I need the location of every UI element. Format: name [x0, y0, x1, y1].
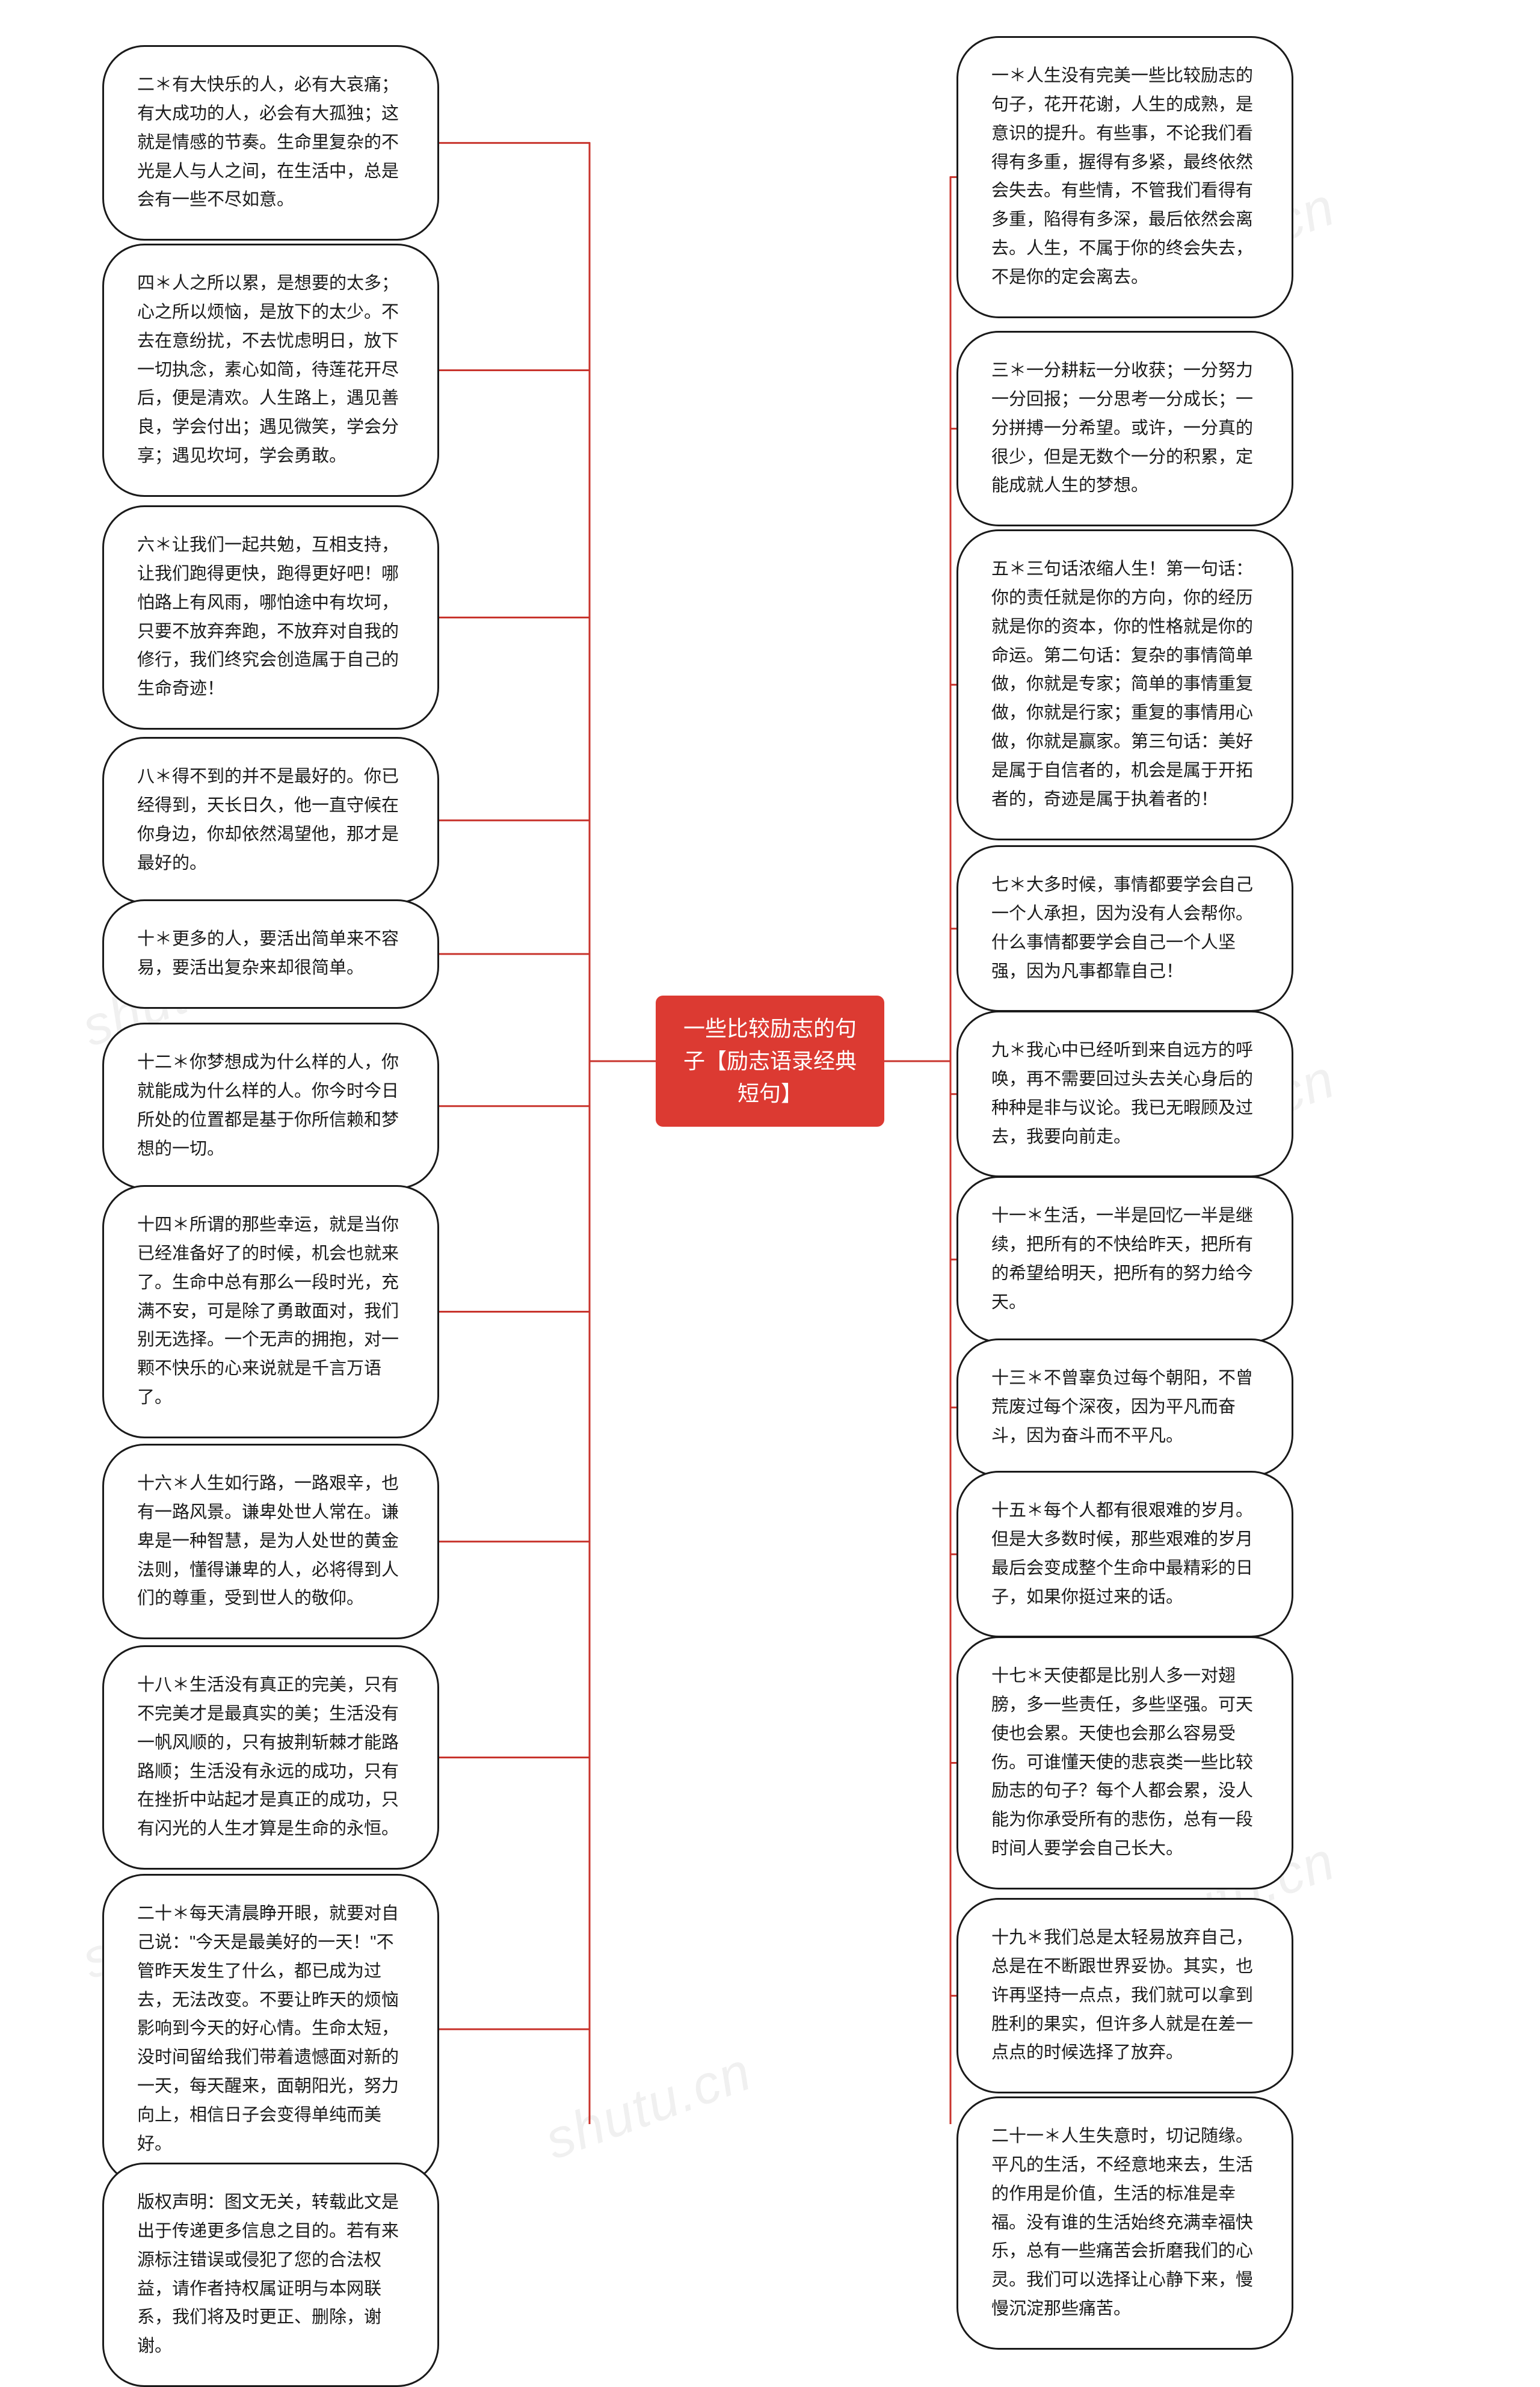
right-node-5: 十一＊生活，一半是回忆一半是继续，把所有的不快给昨天，把所有的希望给明天，把所有… [956, 1176, 1293, 1343]
left-node-1: 四＊人之所以累，是想要的太多；心之所以烦恼，是放下的太少。不去在意纷扰，不去忧虑… [102, 244, 439, 497]
left-node-text-7: 十六＊人生如行路，一路艰辛，也有一路风景。谦卑处世人常在。谦卑是一种智慧，是为人… [137, 1474, 399, 1608]
left-node-0: 二＊有大快乐的人，必有大哀痛；有大成功的人，必会有大孤独；这就是情感的节奏。生命… [102, 45, 439, 241]
right-node-9: 十九＊我们总是太轻易放弃自己，总是在不断跟世界妥协。其实，也许再坚持一点点，我们… [956, 1898, 1293, 2093]
left-node-10: 版权声明：图文无关，转载此文是出于传递更多信息之目的。若有来源标注错误或侵犯了您… [102, 2163, 439, 2387]
right-node-6: 十三＊不曾辜负过每个朝阳，不曾荒废过每个深夜，因为平凡而奋斗，因为奋斗而不平凡。 [956, 1338, 1293, 1477]
right-node-text-0: 一＊人生没有完美一些比较励志的句子，花开花谢，人生的成熟，是意识的提升。有些事，… [991, 66, 1253, 287]
left-node-text-9: 二十＊每天清晨睁开眼，就要对自己说："今天是最美好的一天！"不管昨天发生了什么，… [137, 1904, 399, 2154]
right-node-1: 三＊一分耕耘一分收获；一分努力一分回报；一分思考一分成长；一分拼搏一分希望。或许… [956, 331, 1293, 526]
right-node-text-10: 二十一＊人生失意时，切记随缘。平凡的生活，不经意地来去，生活的作用是价值，生活的… [991, 2127, 1253, 2318]
left-node-text-2: 六＊让我们一起共勉，互相支持，让我们跑得更快，跑得更好吧！哪怕路上有风雨，哪怕途… [137, 535, 399, 698]
right-node-8: 十七＊天使都是比别人多一对翅膀，多一些责任，多些坚强。可天使也会累。天使也会那么… [956, 1636, 1293, 1890]
right-node-text-9: 十九＊我们总是太轻易放弃自己，总是在不断跟世界妥协。其实，也许再坚持一点点，我们… [991, 1928, 1253, 2062]
center-node: 一些比较励志的句子【励志语录经典短句】 [656, 996, 884, 1127]
right-node-text-8: 十七＊天使都是比别人多一对翅膀，多一些责任，多些坚强。可天使也会累。天使也会那么… [991, 1666, 1253, 1858]
left-node-text-10: 版权声明：图文无关，转载此文是出于传递更多信息之目的。若有来源标注错误或侵犯了您… [137, 2193, 399, 2356]
left-node-6: 十四＊所谓的那些幸运，就是当你已经准备好了的时候，机会也就来了。生命中总有那么一… [102, 1185, 439, 1438]
right-node-7: 十五＊每个人都有很艰难的岁月。但是大多数时候，那些艰难的岁月最后会变成整个生命中… [956, 1471, 1293, 1637]
right-node-text-4: 九＊我心中已经听到来自远方的呼唤，再不需要回过头去关心身后的种种是非与议论。我已… [991, 1041, 1253, 1147]
right-node-2: 五＊三句话浓缩人生！第一句话：你的责任就是你的方向，你的经历就是你的资本，你的性… [956, 529, 1293, 840]
right-node-10: 二十一＊人生失意时，切记随缘。平凡的生活，不经意地来去，生活的作用是价值，生活的… [956, 2096, 1293, 2350]
right-node-text-3: 七＊大多时候，事情都要学会自己一个人承担，因为没有人会帮你。什么事情都要学会自己… [991, 875, 1253, 981]
left-node-3: 八＊得不到的并不是最好的。你已经得到，天长日久，他一直守候在你身边，你却依然渴望… [102, 737, 439, 904]
right-node-text-2: 五＊三句话浓缩人生！第一句话：你的责任就是你的方向，你的经历就是你的资本，你的性… [991, 559, 1253, 809]
left-node-5: 十二＊你梦想成为什么样的人，你就能成为什么样的人。你今时今日所处的位置都是基于你… [102, 1023, 439, 1189]
left-node-2: 六＊让我们一起共勉，互相支持，让我们跑得更快，跑得更好吧！哪怕路上有风雨，哪怕途… [102, 505, 439, 730]
left-node-9: 二十＊每天清晨睁开眼，就要对自己说："今天是最美好的一天！"不管昨天发生了什么，… [102, 1874, 439, 2185]
left-node-text-4: 十＊更多的人，要活出简单来不容易，要活出复杂来却很简单。 [137, 929, 399, 978]
left-node-text-8: 十八＊生活没有真正的完美，只有不完美才是最真实的美；生活没有一帆风顺的，只有披荆… [137, 1675, 399, 1838]
left-node-text-3: 八＊得不到的并不是最好的。你已经得到，天长日久，他一直守候在你身边，你却依然渴望… [137, 767, 399, 873]
right-node-text-6: 十三＊不曾辜负过每个朝阳，不曾荒废过每个深夜，因为平凡而奋斗，因为奋斗而不平凡。 [991, 1369, 1253, 1446]
left-node-text-1: 四＊人之所以累，是想要的太多；心之所以烦恼，是放下的太少。不去在意纷扰，不去忧虑… [137, 274, 399, 466]
right-node-text-5: 十一＊生活，一半是回忆一半是继续，把所有的不快给昨天，把所有的希望给明天，把所有… [991, 1206, 1253, 1312]
right-node-4: 九＊我心中已经听到来自远方的呼唤，再不需要回过头去关心身后的种种是非与议论。我已… [956, 1011, 1293, 1177]
right-node-3: 七＊大多时候，事情都要学会自己一个人承担，因为没有人会帮你。什么事情都要学会自己… [956, 845, 1293, 1012]
left-node-text-0: 二＊有大快乐的人，必有大哀痛；有大成功的人，必会有大孤独；这就是情感的节奏。生命… [137, 75, 399, 209]
center-title: 一些比较励志的句子【励志语录经典短句】 [683, 1016, 857, 1106]
left-node-text-6: 十四＊所谓的那些幸运，就是当你已经准备好了的时候，机会也就来了。生命中总有那么一… [137, 1215, 399, 1407]
left-node-text-5: 十二＊你梦想成为什么样的人，你就能成为什么样的人。你今时今日所处的位置都是基于你… [137, 1053, 399, 1159]
right-node-text-7: 十五＊每个人都有很艰难的岁月。但是大多数时候，那些艰难的岁月最后会变成整个生命中… [991, 1501, 1253, 1607]
right-node-0: 一＊人生没有完美一些比较励志的句子，花开花谢，人生的成熟，是意识的提升。有些事，… [956, 36, 1293, 318]
left-node-8: 十八＊生活没有真正的完美，只有不完美才是最真实的美；生活没有一帆风顺的，只有披荆… [102, 1645, 439, 1870]
left-node-7: 十六＊人生如行路，一路艰辛，也有一路风景。谦卑处世人常在。谦卑是一种智慧，是为人… [102, 1444, 439, 1639]
right-node-text-1: 三＊一分耕耘一分收获；一分努力一分回报；一分思考一分成长；一分拼搏一分希望。或许… [991, 361, 1253, 495]
left-node-4: 十＊更多的人，要活出简单来不容易，要活出复杂来却很简单。 [102, 899, 439, 1009]
